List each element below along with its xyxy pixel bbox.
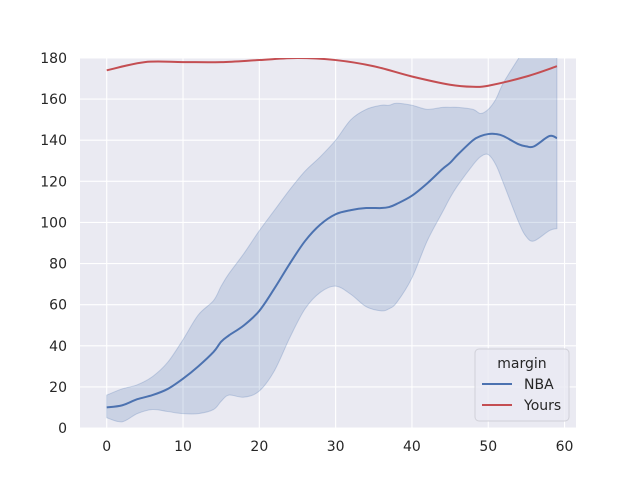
x-tick-label: 50 <box>479 439 497 455</box>
y-tick-label: 60 <box>49 298 67 314</box>
series-line-yours <box>106 58 558 88</box>
y-tick-label: 180 <box>40 51 67 67</box>
confidence-band-nba <box>106 58 558 423</box>
y-tick-label: 160 <box>40 92 67 108</box>
y-tick-label: 20 <box>49 380 67 396</box>
confidence-bands <box>106 58 558 423</box>
series-lines <box>106 58 558 409</box>
y-tick-label: 0 <box>58 421 67 437</box>
x-tick-label: 20 <box>250 439 268 455</box>
legend-box <box>474 348 570 422</box>
legend: margin NBA Yours <box>474 348 570 422</box>
x-tick-label: 30 <box>327 439 345 455</box>
y-tick-label: 100 <box>40 215 67 231</box>
y-tick-label: 80 <box>49 257 67 273</box>
x-tick-label: 10 <box>174 439 192 455</box>
grid-lines <box>80 57 576 429</box>
x-tick-label: 0 <box>102 439 111 455</box>
x-tick-label: 60 <box>556 439 574 455</box>
legend-label-nba: NBA <box>524 377 554 393</box>
y-tick-label: 40 <box>49 339 67 355</box>
series-line-nba <box>106 132 558 409</box>
x-axis-ticks: 0 10 20 30 40 50 60 <box>102 439 573 455</box>
y-axis-ticks: 0 20 40 60 80 100 120 140 160 180 <box>40 51 67 437</box>
y-tick-label: 120 <box>40 174 67 190</box>
legend-label-yours: Yours <box>523 398 561 414</box>
legend-title: margin <box>497 356 546 372</box>
x-tick-label: 40 <box>403 439 421 455</box>
y-tick-label: 140 <box>40 133 67 149</box>
